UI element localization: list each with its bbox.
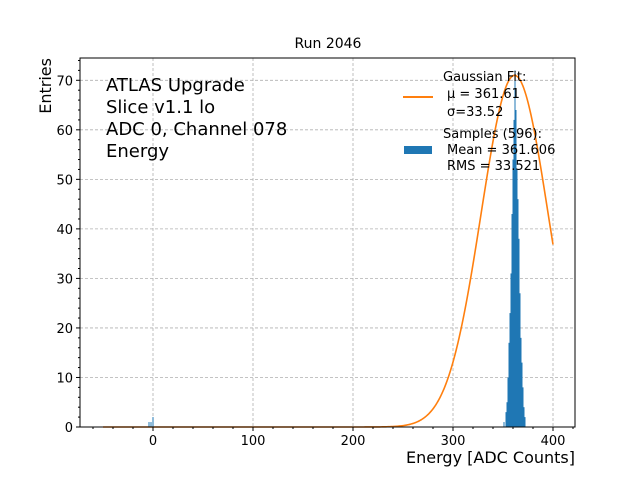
histogram-bar bbox=[522, 387, 524, 427]
x-axis: 0 100 200 300 400 bbox=[92, 427, 574, 449]
y-tick-label: 40 bbox=[56, 223, 73, 238]
x-tick-label: 300 bbox=[441, 434, 466, 449]
legend-samples-mean: Mean = 361.606 bbox=[447, 143, 555, 158]
y-tick-label: 0 bbox=[65, 421, 73, 436]
x-axis-label: Energy [ADC Counts] bbox=[406, 448, 575, 467]
legend-samples-label: Samples (596): bbox=[443, 127, 542, 142]
y-axis-label: Entries bbox=[36, 58, 55, 114]
histogram-bar bbox=[523, 407, 525, 427]
annotation-line-2: Slice v1.1 lo bbox=[106, 97, 215, 118]
legend-fit-sigma: σ=33.52 bbox=[447, 105, 503, 120]
y-tick-label: 50 bbox=[56, 173, 73, 188]
chart-title: Run 2046 bbox=[295, 36, 362, 52]
x-tick-label: 100 bbox=[241, 434, 266, 449]
y-tick-label: 70 bbox=[56, 74, 73, 89]
annotation-line-4: Energy bbox=[106, 141, 169, 162]
histogram-bar bbox=[517, 199, 519, 427]
annotation-line-1: ATLAS Upgrade bbox=[106, 75, 245, 96]
x-tick-label: 200 bbox=[341, 434, 366, 449]
grid bbox=[80, 58, 575, 428]
histogram-bar bbox=[509, 313, 511, 427]
histogram-bar bbox=[505, 412, 507, 427]
x-tick-label: 400 bbox=[541, 434, 566, 449]
histogram-bar bbox=[148, 422, 150, 427]
histogram-bar bbox=[515, 110, 517, 427]
y-tick-label: 10 bbox=[56, 371, 73, 386]
histogram-bar bbox=[508, 342, 510, 427]
x-tick-label: 0 bbox=[149, 434, 157, 449]
histogram-bar bbox=[520, 337, 522, 427]
y-tick-label: 30 bbox=[56, 272, 73, 287]
y-axis: 0 10 20 30 40 50 60 70 bbox=[56, 59, 80, 436]
histogram-bar bbox=[512, 159, 514, 427]
histogram-bar bbox=[507, 377, 509, 427]
histogram-bar bbox=[506, 402, 508, 427]
legend-fit-mu: μ = 361.61 bbox=[447, 87, 520, 102]
y-tick-label: 60 bbox=[56, 124, 73, 139]
legend-fit-label: Gaussian Fit: bbox=[443, 70, 526, 85]
legend: Gaussian Fit: μ = 361.61 σ=33.52 Samples… bbox=[403, 70, 555, 174]
histogram-bar bbox=[518, 238, 520, 427]
axes-frame bbox=[79, 57, 576, 428]
histogram-bar bbox=[152, 417, 154, 427]
annotation-line-3: ADC 0, Channel 078 bbox=[106, 119, 287, 140]
histogram-bar bbox=[519, 293, 521, 427]
histogram-bar bbox=[503, 422, 505, 427]
histogram-bar bbox=[511, 214, 513, 427]
histogram-bar bbox=[514, 70, 516, 427]
histogram-bar bbox=[516, 169, 518, 428]
histogram-bar bbox=[510, 273, 512, 427]
histogram-bars bbox=[148, 70, 526, 428]
y-tick-label: 20 bbox=[56, 322, 73, 337]
annotation-block: ATLAS Upgrade Slice v1.1 lo ADC 0, Chann… bbox=[106, 75, 287, 162]
legend-samples-rms: RMS = 33.521 bbox=[447, 159, 540, 174]
histogram-bar bbox=[521, 362, 523, 427]
histogram-bar bbox=[524, 417, 526, 427]
histogram-bar bbox=[150, 422, 152, 427]
legend-samples-swatch bbox=[404, 146, 432, 154]
histogram-bar bbox=[513, 119, 515, 427]
